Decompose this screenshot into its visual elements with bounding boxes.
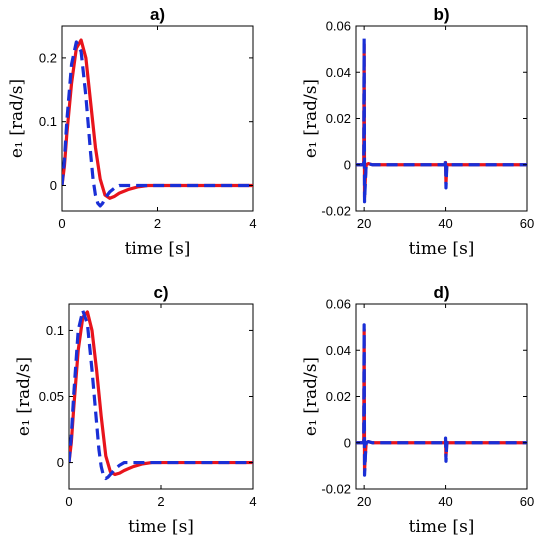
series-line-red: [62, 38, 253, 200]
series-line-red: [69, 310, 253, 477]
panel-title: c): [153, 283, 168, 302]
panel-2: 20 40 60 -0.02 0 0.02 0.04 0.06 b) time [s] e₁ [ra…: [301, 5, 534, 259]
axes-frame: [355, 303, 528, 490]
y-tick-label: -0.02: [321, 204, 351, 219]
x-tick-label: 20: [357, 494, 371, 509]
x-tick-label: 4: [249, 216, 256, 231]
y-tick-label: -0.02: [321, 482, 351, 497]
panel-1: 0 2 4 0 0.1 0.2 a) time [s] e₁ [rad/s]: [7, 5, 257, 259]
x-axis-label: time [s]: [125, 239, 191, 259]
panel-title: b): [433, 5, 449, 24]
series-line-blue: [356, 35, 527, 204]
y-tick-label: 0: [344, 157, 351, 172]
x-tick-label: 2: [154, 216, 161, 231]
y-tick-label: 0.1: [46, 323, 64, 338]
series-group: [356, 35, 527, 204]
series-group: [356, 323, 527, 477]
y-tick-label: 0.04: [326, 65, 351, 80]
y-tick-label: 0: [50, 178, 57, 193]
x-tick-label: 20: [357, 216, 371, 231]
x-tick-label: 60: [520, 216, 534, 231]
series-line-red: [356, 42, 527, 199]
x-tick-label: 0: [65, 494, 72, 509]
y-tick-label: 0.04: [326, 343, 351, 358]
x-tick-label: 40: [438, 494, 452, 509]
x-tick-label: 60: [520, 494, 534, 509]
panel-title: a): [150, 5, 165, 24]
x-tick-label: 0: [58, 216, 65, 231]
y-tick-label: 0.1: [39, 114, 57, 129]
series-line-blue: [69, 309, 253, 481]
panel-4: 20 40 60 -0.02 0 0.02 0.04 0.06 d) time [s] e₁ [ra…: [301, 283, 534, 537]
series-line-red: [356, 327, 527, 473]
y-axis-label: e₁ [rad/s]: [301, 357, 321, 436]
series-line-blue: [62, 40, 253, 208]
x-axis-label: time [s]: [409, 517, 475, 537]
y-tick-label: 0.05: [39, 389, 64, 404]
y-axis-label: e₁ [rad/s]: [301, 79, 321, 158]
series-line-blue: [356, 323, 527, 477]
axes-frame: [355, 25, 528, 212]
y-tick-label: 0.02: [326, 111, 351, 126]
panel-3: 0 2 4 0 0.05 0.1 c) time [s] e₁ [rad/s]: [14, 283, 257, 537]
panel-title: d): [433, 283, 449, 302]
series-group: [69, 309, 253, 481]
y-tick-label: 0: [344, 435, 351, 450]
x-tick-label: 2: [157, 494, 164, 509]
series-group: [62, 38, 253, 208]
y-tick-label: 0.06: [326, 19, 351, 34]
y-tick-label: 0.02: [326, 389, 351, 404]
y-tick-label: 0.06: [326, 297, 351, 312]
axes-frame: [61, 25, 254, 212]
x-axis-label: time [s]: [128, 517, 194, 537]
y-tick-label: 0.2: [39, 50, 57, 65]
y-axis-label: e₁ [rad/s]: [14, 357, 34, 436]
x-tick-label: 4: [249, 494, 256, 509]
y-tick-label: 0: [57, 455, 64, 470]
x-axis-label: time [s]: [409, 239, 475, 259]
x-tick-label: 40: [438, 216, 452, 231]
y-axis-label: e₁ [rad/s]: [7, 79, 27, 158]
